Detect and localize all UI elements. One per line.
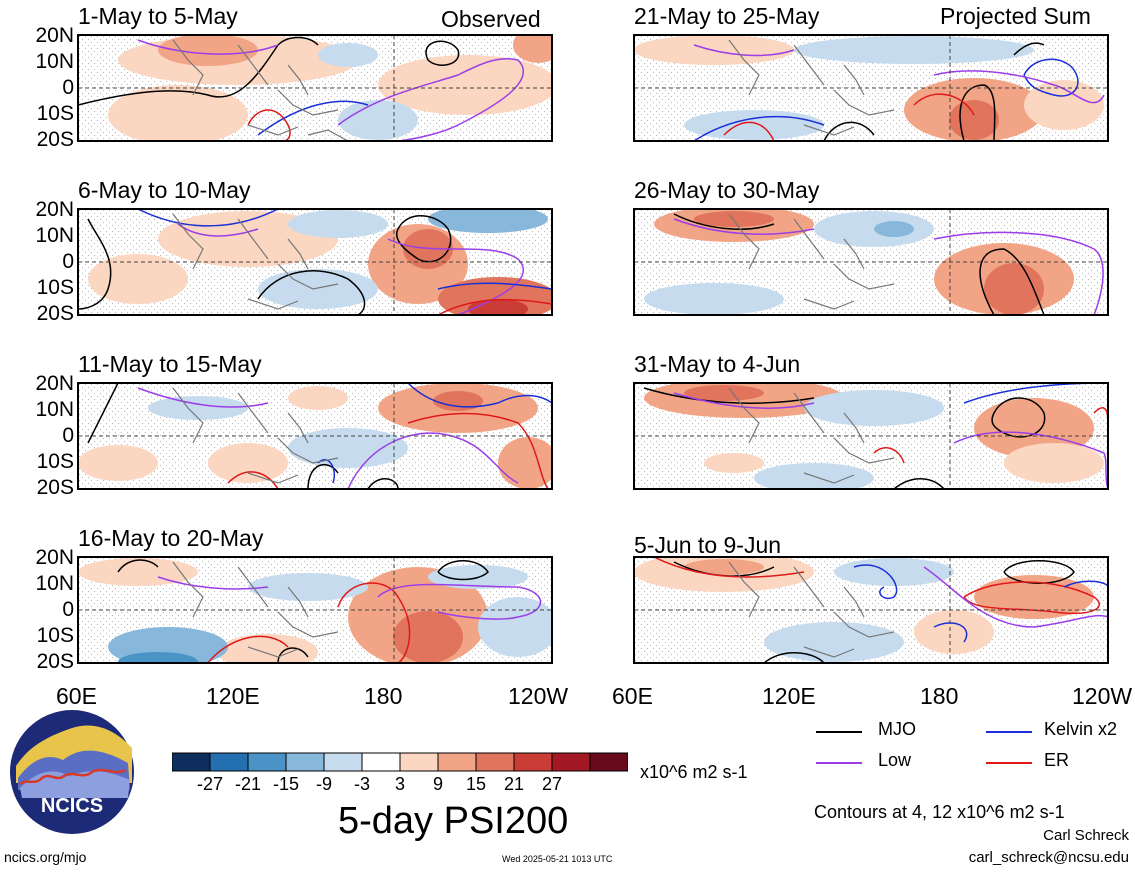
panel-title-5: 21-May to 25-May (634, 3, 820, 29)
legend-swatch-low (816, 762, 862, 764)
projected-sum-label: Projected Sum (940, 3, 1091, 29)
panel-title-8: 5-Jun to 9-Jun (634, 532, 782, 558)
colorbar-swatch (475, 752, 515, 772)
colorbar-swatch (247, 752, 287, 772)
panel-title-3: 11-May to 15-May (78, 351, 262, 377)
panel-title-6: 26-May to 30-May (634, 177, 820, 203)
lat-20n-label: 20N (35, 546, 74, 569)
panel-title-1: 1-May to 5-May (78, 3, 238, 29)
map-panel-5 (633, 34, 1109, 142)
colorbar-swatch (172, 752, 211, 772)
map-panel-6 (633, 208, 1109, 316)
legend-label-kelvin: Kelvin x2 (1044, 719, 1118, 739)
lat-20s-label: 20S (36, 476, 74, 499)
panel-title-2: 6-May to 10-May (78, 177, 251, 203)
lat-10s-label: 10S (36, 450, 74, 473)
map-panels (77, 27, 1109, 664)
ncics-logo: NCICS (10, 710, 134, 834)
lat-20n-label: 20N (35, 198, 74, 221)
lat-eq-label: 0 (62, 424, 74, 447)
colorbar-tick-label: -3 (353, 774, 370, 794)
site-url[interactable]: ncics.org/mjo (4, 849, 87, 865)
colorbar-tick-label: -21 (234, 774, 261, 794)
lon-60e-label: 60E (56, 683, 97, 709)
lat-20s-label: 20S (36, 650, 74, 673)
legend-swatch-mjo (816, 731, 862, 733)
lon-120e-label: 120E (206, 683, 260, 709)
logo-text: NCICS (41, 795, 103, 817)
main-title: 5-day PSI200 (338, 800, 569, 842)
lat-eq-label: 0 (62, 250, 74, 273)
contours-note: Contours at 4, 12 x10^6 m2 s-1 (814, 802, 1065, 822)
map-panel-1 (78, 27, 563, 145)
lat-10s-label: 10S (36, 624, 74, 647)
legend-swatch-er (986, 762, 1032, 764)
colorbar-swatch (209, 752, 249, 772)
lon-180-label: 180 (920, 683, 959, 709)
author-name: Carl Schreck (1043, 827, 1129, 844)
map-panel-7 (633, 382, 1109, 490)
lon-120w-label: 120W (508, 683, 569, 709)
lat-20n-label: 20N (35, 372, 74, 395)
author-email[interactable]: carl_schreck@ncsu.edu (968, 849, 1129, 866)
lon-120e-label: 120E (762, 683, 816, 709)
lat-10n-label: 10N (35, 50, 74, 73)
colorbar-tick-label: 21 (503, 774, 525, 794)
colorbar-swatch (589, 752, 628, 772)
lat-10n-label: 10N (35, 398, 74, 421)
panel-title-7: 31-May to 4-Jun (634, 351, 801, 377)
timestamp: Wed 2025-05-21 1013 UTC (502, 854, 613, 864)
map-panel-2 (77, 208, 553, 316)
colorbar-tick-label: 3 (394, 774, 405, 794)
colorbar-tick-label: -15 (272, 774, 299, 794)
map-panel-4 (77, 556, 553, 664)
colorbar (172, 752, 628, 772)
colorbar-units: x10^6 m2 s-1 (640, 762, 748, 782)
colorbar-tick-label: -9 (315, 774, 332, 794)
colorbar-swatch (399, 752, 439, 772)
panel-title-4: 16-May to 20-May (78, 525, 264, 551)
colorbar-swatch (361, 752, 401, 772)
colorbar-tick-label: 9 (432, 774, 443, 794)
legend: MJO Kelvin x2 Low ER (816, 719, 1134, 770)
lat-20s-label: 20S (36, 302, 74, 325)
legend-label-mjo: MJO (878, 719, 916, 739)
colorbar-swatch (323, 752, 363, 772)
lon-120w-label: 120W (1072, 683, 1133, 709)
colorbar-swatch (437, 752, 477, 772)
legend-swatch-kelvin (986, 731, 1032, 733)
legend-label-er: ER (1044, 750, 1070, 770)
colorbar-tick-label: 15 (465, 774, 487, 794)
lat-10n-label: 10N (35, 224, 74, 247)
colorbar-tick-label: -27 (196, 774, 223, 794)
lon-60e-label: 60E (612, 683, 653, 709)
lat-eq-label: 0 (62, 598, 74, 621)
lat-20n-label: 20N (35, 24, 74, 47)
lon-180-label: 180 (364, 683, 403, 709)
colorbar-swatch (513, 752, 553, 772)
colorbar-ticks: -27 -21 -15 -9 -3 3 9 15 21 27 (172, 774, 628, 798)
map-panel-8 (633, 556, 1109, 664)
map-panel-3 (77, 382, 553, 490)
colorbar-swatch (285, 752, 325, 772)
observed-label: Observed (441, 6, 541, 32)
lat-20s-label: 20S (36, 128, 74, 151)
lat-10s-label: 10S (36, 102, 74, 125)
legend-label-low: Low (878, 750, 912, 770)
colorbar-tick-label: 27 (541, 774, 563, 794)
lat-eq-label: 0 (62, 76, 74, 99)
lat-10s-label: 10S (36, 276, 74, 299)
lat-10n-label: 10N (35, 572, 74, 595)
colorbar-swatch (551, 752, 591, 772)
